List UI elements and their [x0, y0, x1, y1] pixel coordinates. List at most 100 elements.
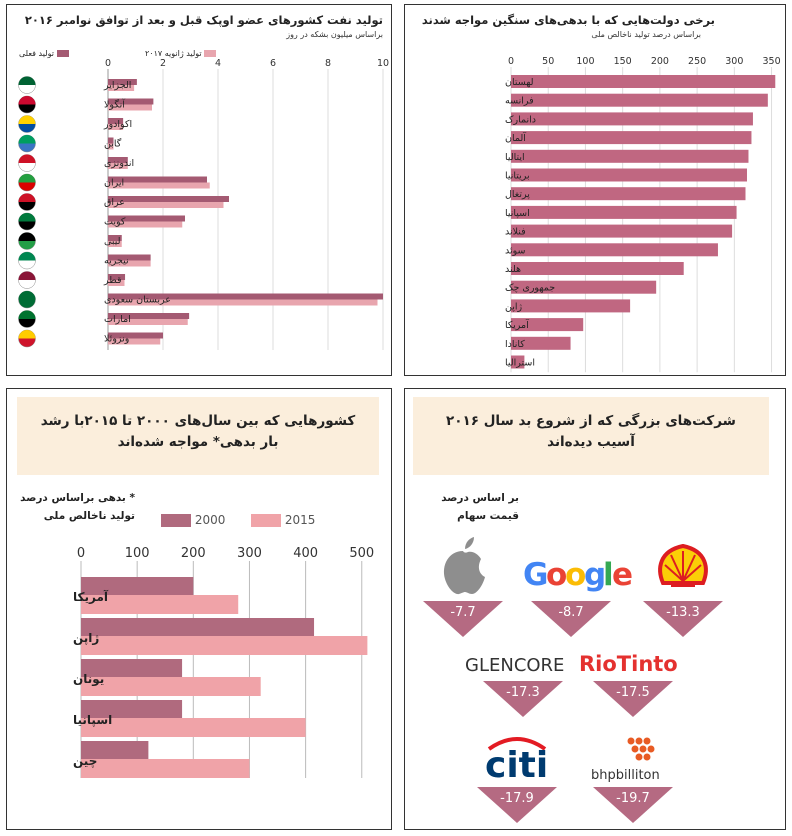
category-label: هلند — [505, 264, 521, 275]
category-label: ژاپن — [73, 631, 99, 645]
category-label: ونزوئلا — [104, 334, 129, 345]
svg-text:o: o — [546, 557, 567, 593]
category-label: لهستان — [505, 77, 534, 88]
category-label: آمریکا — [505, 318, 529, 331]
flag-icon — [18, 329, 36, 348]
legend-label: تولید فعلی — [19, 49, 54, 58]
legend-swatch — [56, 50, 69, 57]
flag-half — [18, 232, 36, 241]
svg-text:e: e — [612, 557, 633, 593]
company-loss-marker: -17.3 — [483, 681, 563, 717]
bar-current — [108, 332, 163, 339]
legend-label: 2015 — [284, 513, 316, 527]
tick-label: 0 — [77, 546, 85, 561]
flag-half — [18, 310, 36, 319]
opec-bar-chart: 0 2 4 6 8 10 الجزایر آنگولا اکوادور گابن اندونزی ای… — [18, 58, 389, 350]
tick-label: 300 — [237, 546, 262, 561]
company-loss-marker: -19.7 — [593, 787, 673, 823]
tick-label: 4 — [215, 58, 221, 69]
bar-jan2017 — [108, 338, 161, 345]
legend-label: تولید ژانویه ۲۰۱۷ — [145, 49, 202, 58]
company-loss-marker: -8.7 — [531, 601, 611, 637]
bar — [511, 355, 525, 369]
flag-half — [18, 252, 36, 261]
company-loss-marker: -13.3 — [643, 601, 723, 637]
flag-icon — [18, 290, 36, 309]
panel-note: بر اساس درصد قیمت سهام — [441, 492, 519, 522]
apple-logo-icon — [443, 537, 485, 595]
bar-current — [108, 157, 128, 163]
debt-growth-panel: کشورهایی که بین سال‌های ۲۰۰۰ تا ۲۰۱۵با ر… — [6, 388, 392, 830]
bar-jan2017 — [108, 260, 151, 267]
shell-logo-icon — [658, 543, 708, 587]
down-triangle — [477, 787, 557, 823]
bar — [511, 224, 733, 238]
chart-subtitle: براساس درصد تولید ناخالص ملی — [591, 30, 701, 39]
company-loss-marker: -17.9 — [477, 787, 557, 823]
tick-label: 300 — [725, 56, 743, 67]
bar-current — [108, 176, 207, 183]
bar — [511, 299, 631, 313]
bar — [511, 112, 753, 126]
bar-jan2017 — [108, 182, 210, 189]
bar-current — [108, 254, 151, 261]
category-label: آنگولا — [104, 98, 125, 111]
flag-icon — [18, 173, 36, 192]
bhp-logo-icon: bhpbilliton — [591, 737, 660, 783]
category-label: لیبی — [104, 236, 121, 247]
flag-icon — [18, 76, 36, 94]
flag-half — [18, 174, 36, 183]
tick-label: 8 — [325, 58, 331, 69]
bar-current — [108, 293, 383, 300]
category-label: کانادا — [505, 339, 525, 350]
bar-2000 — [81, 659, 183, 677]
chart-title: تولید نفت کشورهای عضو اوپک قبل و بعد از … — [24, 13, 383, 27]
company-loss-marker: -7.7 — [423, 601, 503, 637]
bar-jan2017 — [108, 280, 125, 286]
bar-current — [108, 313, 190, 319]
down-triangle — [423, 601, 503, 637]
company-loss-marker: -17.5 — [593, 681, 673, 717]
tick-label: 200 — [181, 546, 206, 561]
category-label: آمریکا — [73, 589, 109, 604]
category-label: اسپانیا — [73, 713, 112, 727]
bar-jan2017 — [108, 319, 188, 325]
flag-icon — [18, 271, 36, 289]
flag-icon — [18, 154, 36, 172]
flag-icon — [18, 193, 36, 211]
tick-label: 100 — [576, 56, 594, 67]
bar-2000 — [81, 741, 149, 759]
legend-swatch — [161, 514, 191, 527]
opec-production-panel: تولید نفت کشورهای عضو اوپک قبل و بعد از … — [6, 4, 392, 376]
category-label: ژاپن — [505, 301, 523, 312]
tick-label: 500 — [349, 546, 374, 561]
bar-2015 — [81, 759, 250, 778]
citi-logo-icon: citi — [485, 737, 548, 786]
tick-label: 100 — [125, 546, 150, 561]
category-label: چین — [73, 754, 97, 768]
bar — [511, 243, 718, 257]
glencore-logo-icon: GLENCORE — [465, 655, 564, 676]
legend-item: تولید ژانویه ۲۰۱۷ — [145, 49, 217, 58]
flag-icon — [18, 251, 36, 270]
svg-text:g: g — [584, 557, 606, 593]
bar-2015 — [81, 636, 368, 655]
svg-text:l: l — [603, 557, 614, 593]
debt-growth-bar-chart: 0 100 200 300 400 500 آمریکا ژاپن یونان اسپانیا چی… — [73, 546, 374, 778]
category-label: استرالیا — [505, 358, 535, 369]
category-label: امارات — [104, 314, 131, 325]
tick-label: 350 — [762, 56, 780, 67]
flag-half — [18, 193, 36, 202]
bar-jan2017 — [108, 202, 224, 208]
down-triangle — [593, 787, 673, 823]
category-label: فنلاند — [505, 227, 526, 238]
tick-label: 250 — [688, 56, 706, 67]
category-label: یونان — [73, 672, 104, 687]
bar-jan2017 — [108, 85, 135, 91]
flag-icon — [18, 212, 36, 231]
category-label: اکوادور — [103, 119, 132, 130]
category-label: کویت — [104, 217, 126, 228]
bar-current — [108, 137, 114, 144]
percent-change-label: -17.3 — [506, 685, 540, 700]
